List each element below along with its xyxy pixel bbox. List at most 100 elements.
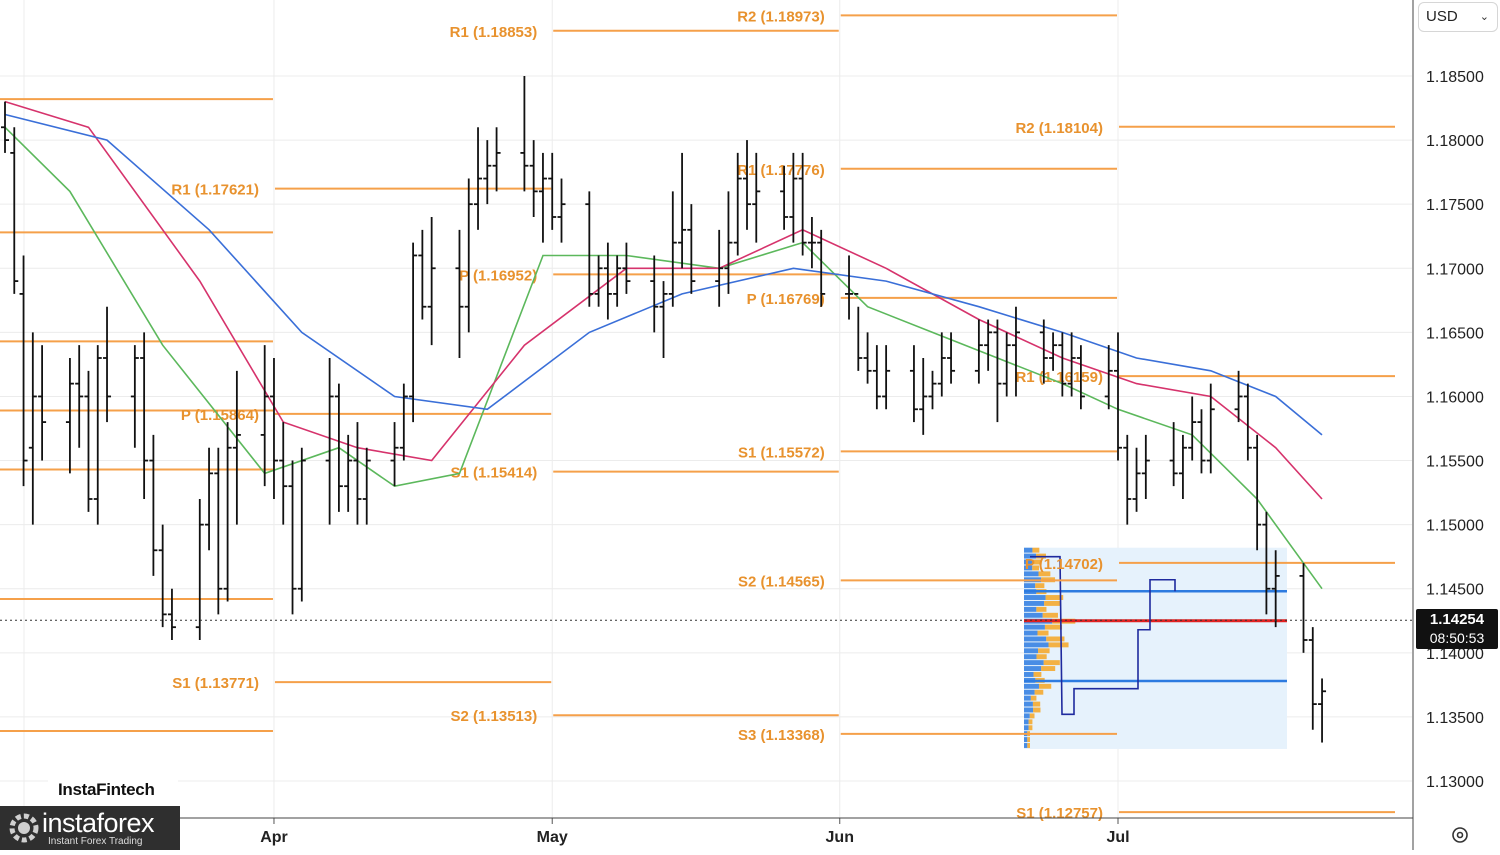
ohlc-bar: [325, 358, 334, 525]
ohlc-bar: [418, 229, 427, 320]
profile-bar-sell: [1043, 660, 1060, 666]
ohlc-bar: [733, 152, 742, 256]
profile-bar-buy: [1024, 701, 1033, 707]
ohlc-bar: [1243, 383, 1252, 461]
instafintech-logo: InstaFintech: [48, 758, 178, 806]
profile-bar-buy: [1024, 660, 1044, 666]
currency-select[interactable]: USD ⌄: [1418, 2, 1498, 32]
ohlc-bar: [1169, 422, 1178, 487]
pivot-label: S2 (1.13513): [450, 708, 537, 725]
ohlc-bar: [807, 217, 816, 269]
profile-bar-sell: [1046, 636, 1065, 642]
profile-bar-sell: [1032, 547, 1040, 553]
ohlc-bar: [974, 319, 983, 384]
profile-bar-buy: [1024, 689, 1035, 695]
ohlc-bar: [993, 319, 1002, 423]
profile-bar-sell: [1032, 565, 1040, 571]
profile-bar-sell: [1036, 654, 1047, 660]
ohlc-bar: [845, 255, 854, 320]
ohlc-bar: [474, 127, 483, 230]
ohlc-bar: [937, 332, 946, 397]
ohlc-bar: [362, 447, 371, 525]
pivot-label: P (1.14702): [1025, 556, 1103, 573]
ohlc-bar: [279, 422, 288, 525]
ohlc-bar: [455, 229, 464, 358]
settings-icon[interactable]: [1450, 825, 1470, 845]
ohlc-bar: [1049, 332, 1058, 371]
ohlc-bar: [38, 345, 47, 461]
ohlc-bar: [1206, 383, 1215, 474]
ohlc-bar: [1067, 332, 1076, 397]
ohlc-bar: [882, 345, 891, 410]
ohlc-bar: [1114, 332, 1122, 461]
profile-bar-buy: [1024, 654, 1037, 660]
ohlc-bar: [390, 422, 399, 487]
ohlc-bar: [464, 178, 473, 333]
profile-bar-sell: [1038, 648, 1050, 654]
profile-bar-sell: [1033, 672, 1042, 677]
ohlc-bar: [1197, 409, 1206, 474]
ohlc-bar: [854, 293, 863, 371]
ohlc-bar: [520, 76, 529, 192]
moving-average-blue: [4, 113, 1323, 436]
ohlc-bar: [622, 242, 631, 294]
ohlc-bar: [1141, 434, 1150, 499]
ohlc-bar: [334, 383, 343, 512]
pivot-label: R2 (1.18104): [1015, 120, 1103, 137]
ohlc-bar: [780, 165, 789, 230]
pivot-label: S1 (1.13771): [172, 675, 259, 692]
ohlc-bar: [1318, 678, 1327, 743]
ohlc-bar: [872, 345, 881, 410]
ohlc-bar: [1178, 434, 1187, 499]
profile-bar-sell: [1037, 630, 1049, 636]
pivot-label: R1 (1.16159): [1015, 369, 1103, 386]
ohlc-bar: [789, 152, 798, 243]
ohlc-bar: [205, 447, 214, 551]
pivot-label: R1 (1.18853): [450, 24, 538, 41]
ohlc-bar: [214, 447, 223, 615]
pivot-label: P (1.16952): [459, 267, 537, 284]
profile-bar-sell: [1034, 689, 1044, 695]
pivot-label: R1 (1.17621): [171, 182, 259, 199]
profile-bar-sell: [1038, 683, 1052, 689]
ohlc-bar: [1299, 563, 1308, 653]
profile-bar-buy: [1024, 600, 1045, 606]
ohlc-bar: [28, 332, 37, 525]
volume-profile: [1024, 547, 1287, 749]
profile-bar-buy: [1024, 713, 1030, 719]
ohlc-bar: [817, 229, 826, 307]
ohlc-bar: [919, 358, 928, 435]
price-bars: [1, 76, 1327, 743]
ohlc-bar: [10, 127, 19, 294]
ohlc-bar: [909, 345, 918, 423]
ohlc-bar: [140, 332, 149, 499]
ohlc-bar: [1234, 370, 1243, 423]
candle-countdown: 08:50:53: [1429, 630, 1485, 646]
ohlc-bar: [103, 306, 112, 423]
profile-bar-buy: [1024, 559, 1034, 565]
ohlc-bar: [863, 332, 872, 384]
ohlc-bar: [399, 383, 408, 461]
ohlc-bar: [65, 358, 74, 474]
profile-bar-buy: [1024, 606, 1037, 612]
x-tick-label: May: [537, 829, 568, 846]
ohlc-bar: [1132, 447, 1141, 512]
profile-bar-buy: [1024, 583, 1036, 589]
pivot-label: S2 (1.14565): [738, 573, 825, 590]
profile-bar-sell: [1042, 612, 1058, 618]
profile-bar-buy: [1024, 719, 1029, 725]
profile-bar-buy: [1024, 648, 1039, 654]
y-tick-label: 1.13500: [1426, 710, 1484, 727]
profile-bar-buy: [1024, 743, 1028, 748]
profile-bar-buy: [1024, 737, 1028, 743]
volume-step-line: [1030, 555, 1176, 716]
profile-bar-buy: [1024, 695, 1031, 701]
x-tick-label: Jul: [1106, 829, 1129, 846]
ohlc-bar: [344, 434, 353, 512]
ohlc-bar: [687, 204, 696, 294]
profile-bar-sell: [1030, 695, 1037, 701]
ohlc-bar: [743, 140, 751, 230]
ohlc-bar: [1002, 332, 1011, 397]
profile-bar-buy: [1024, 571, 1039, 577]
